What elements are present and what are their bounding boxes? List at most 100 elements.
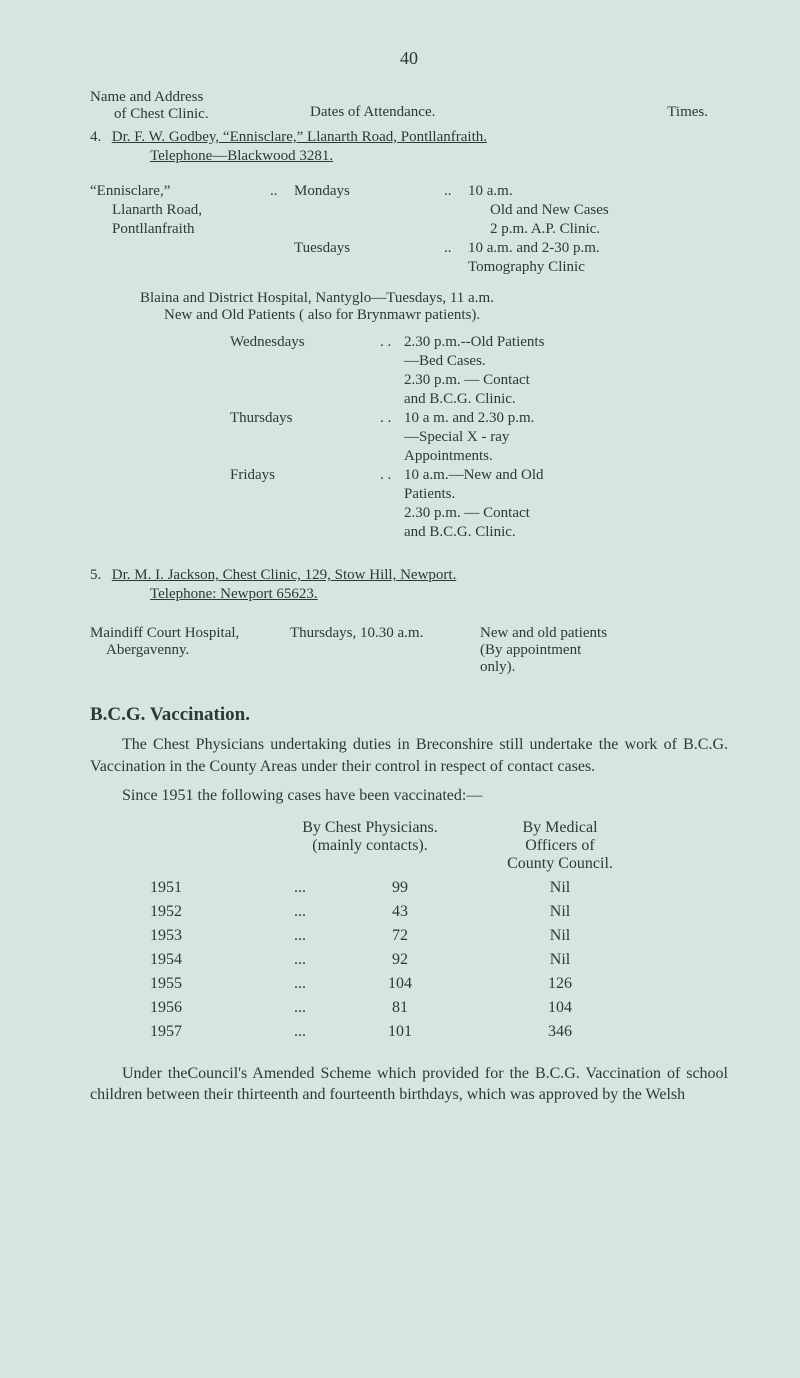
table-row: 1952...43Nil (90, 903, 728, 921)
maindiff-r1: New and old patients (480, 625, 728, 642)
chest-cell: 81 (330, 999, 470, 1017)
enn-time1a: 10 a.m. (468, 183, 728, 200)
enn-time1b: Old and New Cases (490, 202, 728, 219)
enn-day1: Mondays (294, 183, 444, 200)
dots-cell: ... (270, 975, 330, 993)
in-wed: Wednesdays (230, 334, 380, 351)
in-thu-t1: 10 a m. and 2.30 p.m. (404, 410, 728, 427)
in-wed-t2: —Bed Cases. (404, 353, 728, 370)
maindiff-l1: Maindiff Court Hospital, (90, 625, 290, 642)
header-col-c: Times. (530, 89, 728, 123)
med-cell: Nil (470, 879, 650, 897)
dots-cell: ... (270, 927, 330, 945)
dots-cell: ... (270, 903, 330, 921)
enn-dots2: .. (444, 240, 468, 257)
para2: Since 1951 the following cases have been… (90, 785, 728, 807)
table-head-c3: By Medical Officers of County Council. (470, 819, 650, 873)
th-c2b: (mainly contacts). (270, 837, 470, 855)
table-rows: 1951...99Nil1952...43Nil1953...72Nil1954… (90, 879, 728, 1041)
blaina-block: Blaina and District Hospital, Nantyglo—T… (140, 290, 728, 324)
in-thu-t3: Appointments. (404, 448, 728, 465)
in-wed-dots: . . (380, 334, 404, 351)
clinic5-block: 5. Dr. M. I. Jackson, Chest Clinic, 129,… (90, 567, 728, 603)
table-head-c2: By Chest Physicians. (mainly contacts). (270, 819, 470, 873)
clinic4-tele: Telephone—Blackwood 3281. (150, 148, 728, 165)
maindiff-block: Maindiff Court Hospital, Abergavenny. Th… (90, 625, 728, 676)
in-fri-t1: 10 a.m.—New and Old (404, 467, 728, 484)
bcg-heading: B.C.G. Vaccination. (90, 704, 728, 726)
year-cell: 1953 (90, 927, 270, 945)
in-fri-t3: 2.30 p.m. — Contact (404, 505, 728, 522)
in-fri-dots: . . (380, 467, 404, 484)
table-row: 1957...101346 (90, 1023, 728, 1041)
maindiff-l2: Abergavenny. (90, 642, 290, 659)
med-cell: 104 (470, 999, 650, 1017)
year-cell: 1951 (90, 879, 270, 897)
clinic5-num: 5. (90, 567, 108, 584)
chest-cell: 43 (330, 903, 470, 921)
med-cell: Nil (470, 927, 650, 945)
med-cell: Nil (470, 951, 650, 969)
clinic5-line: Dr. M. I. Jackson, Chest Clinic, 129, St… (112, 567, 457, 583)
clinic5-tele: Telephone: Newport 65623. (150, 586, 728, 603)
in-fri: Fridays (230, 467, 380, 484)
footer-para: Under theCouncil's Amended Scheme which … (90, 1063, 728, 1106)
chest-cell: 99 (330, 879, 470, 897)
table-row: 1956...81104 (90, 999, 728, 1017)
dots-cell: ... (270, 879, 330, 897)
table-row: 1953...72Nil (90, 927, 728, 945)
vaccination-table: By Chest Physicians. (mainly contacts). … (90, 819, 728, 1041)
year-cell: 1957 (90, 1023, 270, 1041)
blaina-l2: New and Old Patients ( also for Brynmawr… (140, 307, 728, 324)
th-c2a: By Chest Physicians. (270, 819, 470, 837)
chest-cell: 72 (330, 927, 470, 945)
enn-time2a: 10 a.m. and 2-30 p.m. (468, 240, 728, 257)
th-c3c: County Council. (470, 855, 650, 873)
blaina-l1: Blaina and District Hospital, Nantyglo—T… (140, 290, 728, 307)
para1: The Chest Physicians undertaking duties … (90, 734, 728, 777)
table-row: 1955...104126 (90, 975, 728, 993)
maindiff-mid: Thursdays, 10.30 a.m. (290, 625, 480, 676)
page-number: 40 (90, 48, 728, 69)
ennisclare-schedule: “Ennisclare,” .. Mondays .. 10 a.m. Llan… (90, 183, 728, 276)
year-cell: 1955 (90, 975, 270, 993)
chest-cell: 104 (330, 975, 470, 993)
th-c3a: By Medical (470, 819, 650, 837)
in-fri-t4: and B.C.G. Clinic. (404, 524, 728, 541)
dots-cell: ... (270, 951, 330, 969)
enn-dots1: .. (270, 183, 294, 200)
enn-loc2: Llanarth Road, (90, 202, 292, 219)
header-a1: Name and Address (90, 89, 310, 106)
maindiff-right: New and old patients (By appointment onl… (480, 625, 728, 676)
in-fri-t2: Patients. (404, 486, 728, 503)
med-cell: Nil (470, 903, 650, 921)
enn-loc1: “Ennisclare,” (90, 183, 270, 200)
maindiff-left: Maindiff Court Hospital, Abergavenny. (90, 625, 290, 676)
dots-cell: ... (270, 1023, 330, 1041)
chest-cell: 101 (330, 1023, 470, 1041)
in-thu: Thursdays (230, 410, 380, 427)
in-wed-t4: and B.C.G. Clinic. (404, 391, 728, 408)
th-c3b: Officers of (470, 837, 650, 855)
in-thu-t2: —Special X - ray (404, 429, 728, 446)
year-cell: 1954 (90, 951, 270, 969)
header-row: Name and Address of Chest Clinic. Dates … (90, 89, 728, 123)
clinic4-text: Dr. F. W. Godbey, “Ennisclare,” Llanarth… (112, 129, 487, 145)
in-wed-t3: 2.30 p.m. — Contact (404, 372, 728, 389)
clinic4-line: 4. Dr. F. W. Godbey, “Ennisclare,” Llana… (90, 129, 728, 146)
enn-dots1b: .. (444, 183, 468, 200)
table-row: 1951...99Nil (90, 879, 728, 897)
header-a2: of Chest Clinic. (90, 106, 310, 123)
enn-day2: Tuesdays (294, 240, 444, 257)
enn-loc3: Pontllanfraith (90, 221, 292, 238)
maindiff-r2: (By appointment (480, 642, 728, 659)
header-col-a: Name and Address of Chest Clinic. (90, 89, 310, 123)
header-col-b: Dates of Attendance. (310, 89, 530, 123)
clinic4-num: 4. (90, 129, 108, 146)
inner-schedule: Wednesdays . . 2.30 p.m.--Old Patients —… (230, 334, 728, 541)
table-head: By Chest Physicians. (mainly contacts). … (90, 819, 728, 873)
enn-time2b: Tomography Clinic (468, 259, 728, 276)
year-cell: 1956 (90, 999, 270, 1017)
enn-time1c: 2 p.m. A.P. Clinic. (490, 221, 728, 238)
page: 40 Name and Address of Chest Clinic. Dat… (0, 0, 800, 1378)
